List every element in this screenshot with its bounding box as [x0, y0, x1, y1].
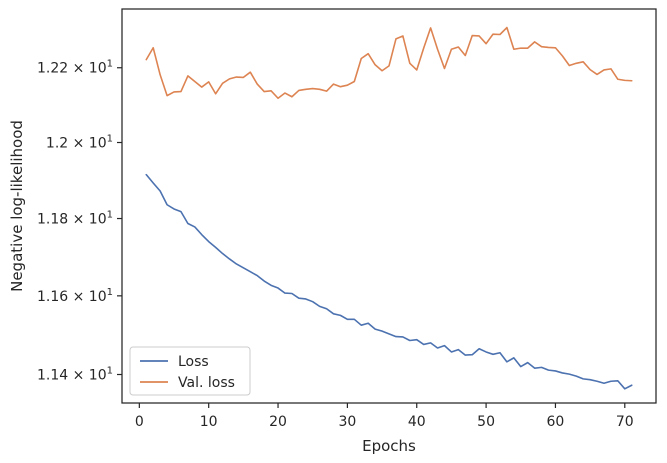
legend-label-val-loss: Val. loss [178, 375, 235, 391]
x-tick-label: 40 [408, 414, 426, 430]
y-axis-label: Negative log-likelihood [8, 120, 26, 292]
series-line-val-loss [145, 26, 633, 100]
y-tick-label: 1.18 × 101 [37, 210, 113, 228]
y-tick-label: 1.16 × 101 [37, 287, 113, 305]
plot-area [122, 9, 656, 403]
x-tick-label: 10 [200, 414, 218, 430]
x-tick-label: 30 [338, 414, 356, 430]
x-tick-label: 60 [547, 414, 565, 430]
y-tick-label: 1.2 × 101 [46, 134, 113, 152]
y-tick-label: 1.22 × 101 [37, 59, 113, 77]
legend: Loss Val. loss [129, 346, 251, 396]
series-line-loss [145, 173, 633, 390]
x-tick-label: 20 [269, 414, 287, 430]
plot-frame [121, 8, 657, 404]
y-tick-label: 1.14 × 101 [37, 366, 113, 384]
x-tick-label: 0 [135, 414, 144, 430]
legend-label-loss: Loss [178, 354, 209, 370]
x-tick-label: 70 [616, 414, 634, 430]
legend-box [129, 346, 251, 396]
x-axis-label: Epochs [362, 437, 416, 455]
x-tick-label: 50 [477, 414, 495, 430]
